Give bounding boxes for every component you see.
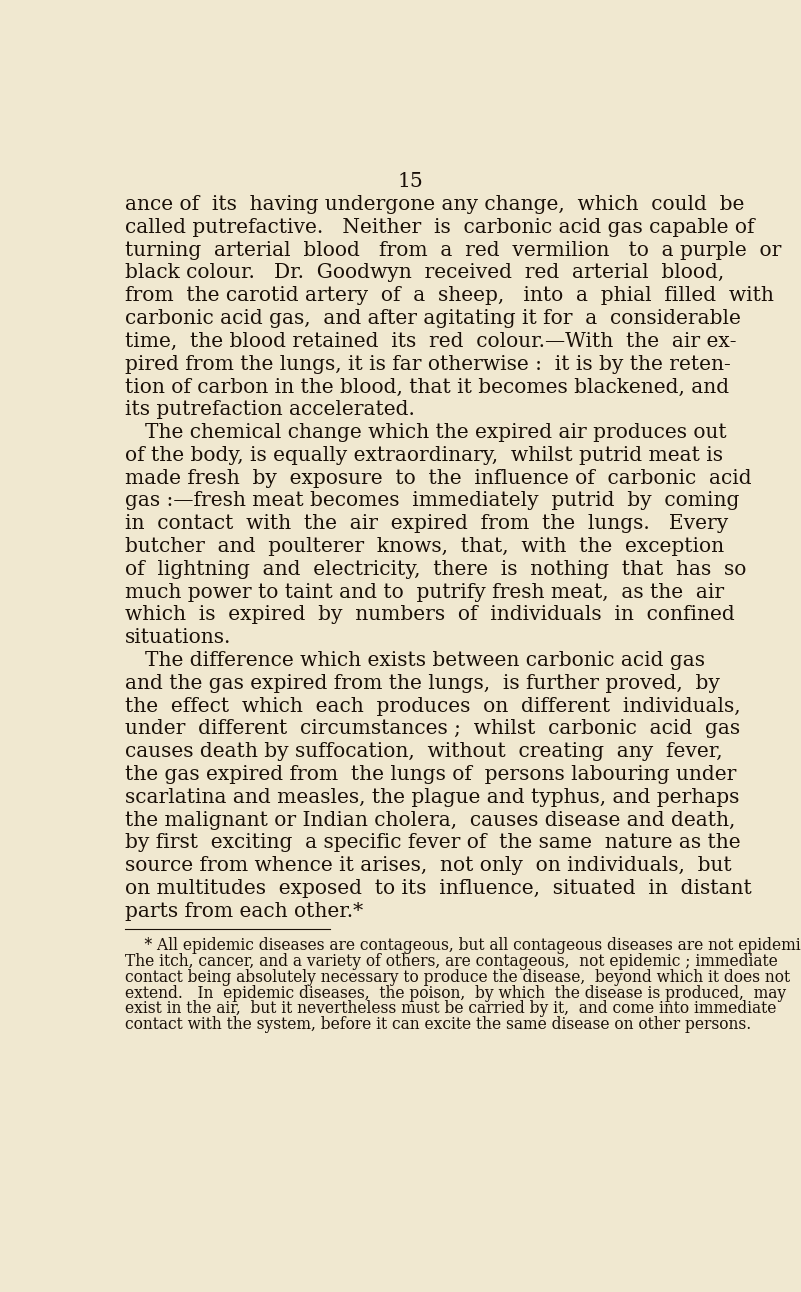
Text: 15: 15 <box>397 172 424 191</box>
Text: The chemical change which the expired air produces out: The chemical change which the expired ai… <box>146 422 727 442</box>
Text: from  the carotid artery  of  a  sheep,   into  a  phial  filled  with: from the carotid artery of a sheep, into… <box>125 287 774 305</box>
Text: * All epidemic diseases are contageous, but all сontageous diseases are not epid: * All epidemic diseases are contageous, … <box>125 937 801 955</box>
Text: ance of  its  having undergone any change,  which  could  be: ance of its having undergone any change,… <box>125 195 744 214</box>
Text: the malignant or Indian cholera,  causes disease and death,: the malignant or Indian cholera, causes … <box>125 810 735 829</box>
Text: contact being absolutely necessary to produce the disease,  beyond which it does: contact being absolutely necessary to pr… <box>125 969 790 986</box>
Text: contact with the system, before it can excite the same disease on other persons.: contact with the system, before it can e… <box>125 1017 751 1034</box>
Text: made fresh  by  exposure  to  the  influence of  carbonic  acid: made fresh by exposure to the influence … <box>125 469 751 487</box>
Text: in  contact  with  the  air  expired  from  the  lungs.   Every: in contact with the air expired from the… <box>125 514 728 534</box>
Text: black colour.   Dr.  Goodwyn  received  red  arterial  blood,: black colour. Dr. Goodwyn received red a… <box>125 264 724 283</box>
Text: its putrefaсtion accelerated.: its putrefaсtion accelerated. <box>125 401 415 419</box>
Text: parts from each other.*: parts from each other.* <box>125 902 363 921</box>
Text: causes death by suffocation,  without  creating  any  fever,: causes death by suffocation, without cre… <box>125 742 723 761</box>
Text: turning  arterial  blood   from  a  red  vermilion   to  a purple  or: turning arterial blood from a red vermil… <box>125 240 781 260</box>
Text: which  is  expired  by  numbers  of  individuals  in  confined: which is expired by numbers of individua… <box>125 606 735 624</box>
Text: the  effect  which  each  produces  on  different  individuals,: the effect which each produces on differ… <box>125 696 741 716</box>
Text: carbonic acid gas,  and after agitating it for  a  considerable: carbonic acid gas, and after agitating i… <box>125 309 741 328</box>
Text: tion of carbon in the blood, that it becomes blackened, and: tion of carbon in the blood, that it bec… <box>125 377 729 397</box>
Text: gas :—fresh meat becomes  immediately  putrid  by  coming: gas :—fresh meat becomes immediately put… <box>125 491 739 510</box>
Text: under  different  circumstances ;  whilst  carbonic  acid  gas: under different circumstances ; whilst c… <box>125 720 740 738</box>
Text: pired from the lungs, it is far otherwise :  it is by the reten­: pired from the lungs, it is far otherwis… <box>125 354 731 373</box>
Text: called putrefactive.   Neither  is  carbonic acid gas capable of: called putrefactive. Neither is carbonic… <box>125 218 755 236</box>
Text: of  lightning  and  electricity,  there  is  nothing  that  has  so: of lightning and electricity, there is n… <box>125 559 747 579</box>
Text: much power to taint and to  putrify fresh meat,  as the  air: much power to taint and to putrify fresh… <box>125 583 724 602</box>
Text: situations.: situations. <box>125 628 231 647</box>
Text: exist in the air,  but it nevertheless must be carried by it,  and come into imm: exist in the air, but it nevertheless mu… <box>125 1000 776 1017</box>
Text: The itch, cancer, and a variety of others, are contageous,  not epidemic ; immed: The itch, cancer, and a variety of other… <box>125 953 778 970</box>
Text: time,  the blood retained  its  red  colour.—With  the  air ex­: time, the blood retained its red colour.… <box>125 332 736 351</box>
Text: and the gas expired from the lungs,  is further proved,  by: and the gas expired from the lungs, is f… <box>125 674 720 693</box>
Text: scarlatina and measles, the plague and typhus, and perhaps: scarlatina and measles, the plague and t… <box>125 788 739 806</box>
Text: by first  exciting  a specific fever of  the same  nature as the: by first exciting a specific fever of th… <box>125 833 741 853</box>
Text: the gas expired from  the lungs of  persons labouring under: the gas expired from the lungs of person… <box>125 765 736 784</box>
Text: on multitudes  exposed  to its  influence,  situated  in  distant: on multitudes exposed to its influence, … <box>125 879 751 898</box>
Text: of the body, is equally extraordinary,  whilst putrid meat is: of the body, is equally extraordinary, w… <box>125 446 723 465</box>
Text: extend.   In  epidemic diseases,  the poison,  by which  the disease is produced: extend. In epidemic diseases, the poison… <box>125 985 786 1001</box>
Text: source from whence it arises,  not only  on individuals,  but: source from whence it arises, not only o… <box>125 857 731 875</box>
Text: butcher  and  poulterer  knows,  that,  with  the  exception: butcher and poulterer knows, that, with … <box>125 537 724 556</box>
Text: The difference which exists between carbonic acid gas: The difference which exists between carb… <box>146 651 706 671</box>
